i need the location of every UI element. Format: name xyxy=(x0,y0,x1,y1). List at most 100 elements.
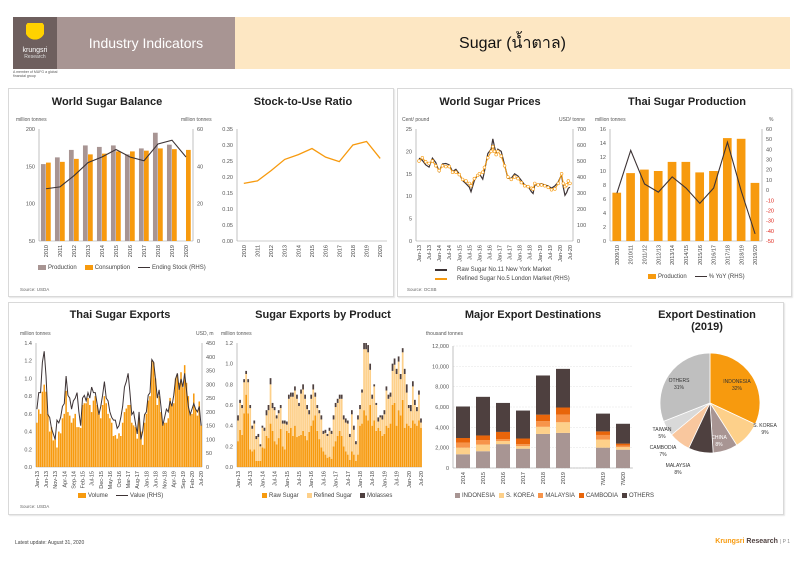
bar-raw-sugar xyxy=(355,460,357,467)
x-tick-label: Jan-18 xyxy=(518,245,524,262)
pie-label: MALAYSIA xyxy=(666,463,691,469)
bar-volume xyxy=(58,431,60,467)
bar-raw-sugar xyxy=(273,441,276,467)
bar-consumption xyxy=(46,162,51,241)
bar-refined-sugar xyxy=(249,408,252,450)
bar-molasses xyxy=(338,394,341,399)
bar-volume xyxy=(193,393,195,467)
bar-raw-sugar xyxy=(397,410,400,467)
bar-molasses xyxy=(328,427,331,431)
chart-stock: 0.00 0.05 0.10 0.15 0.20 0.25 0.30 0.35 2010 2011… xyxy=(222,127,387,257)
bar-volume xyxy=(45,391,47,467)
bar-volume xyxy=(176,374,179,467)
source-ocsb: Source: OCSB xyxy=(407,287,437,292)
chart-balance: 50 100 150 200 0 20 40 60 2010 2011 2012 2013 2014 20… xyxy=(26,127,203,257)
section-title: Industry Indicators xyxy=(57,17,235,69)
x-tick-label: Dec-15 xyxy=(99,471,105,489)
bar-raw-sugar xyxy=(346,454,349,467)
bar-volume xyxy=(183,365,186,467)
bar-raw-sugar xyxy=(316,430,319,467)
bar-molasses xyxy=(379,415,382,418)
y-tick-label: 8,000 xyxy=(435,385,449,391)
x-tick-label: Jan-15 xyxy=(457,245,463,262)
bar-raw-sugar xyxy=(375,430,378,467)
bar-volume xyxy=(43,384,45,467)
marker-refined-sugar xyxy=(440,164,445,168)
bar-volume xyxy=(198,401,201,467)
x-tick-label: Jul-17 xyxy=(508,245,514,260)
bar-production xyxy=(667,161,677,241)
bar-molasses xyxy=(267,405,270,411)
bar-raw-sugar xyxy=(326,457,329,467)
bar-refined-sugar xyxy=(330,433,333,459)
x-tick-label: Jan-13 xyxy=(35,471,41,488)
x-tick-label: Jan-18 xyxy=(144,471,150,488)
marker-refined-sugar xyxy=(531,187,535,191)
bar-molasses xyxy=(330,430,333,434)
bar-raw-sugar xyxy=(322,451,325,467)
bar-refined-sugar xyxy=(391,370,394,405)
bar-refined-sugar xyxy=(241,408,243,435)
x-tick-label: Feb-15 xyxy=(81,471,87,488)
marker-refined-sugar xyxy=(502,164,507,168)
bar-molasses xyxy=(316,405,319,409)
y2-tick-label: 100 xyxy=(577,223,586,229)
y-tick-label: 16 xyxy=(600,127,606,133)
legend-destinations: INDONESIA S. KOREA MALAYSIA CAMBODIA OTH… xyxy=(455,493,654,499)
bar-molasses xyxy=(365,343,367,350)
bar-volume xyxy=(174,378,177,467)
legend-item-cambodia: CAMBODIA xyxy=(578,493,618,499)
chart-by_product: 0.0 0.2 0.4 0.6 0.8 1.0 1.2 Jan-13 Jul-13 Jan-14 J… xyxy=(225,341,425,488)
bar-refined-sugar xyxy=(283,423,286,450)
bar-refined-sugar xyxy=(296,398,298,438)
y2-tick-label: 300 xyxy=(206,382,215,388)
marker-refined-sugar xyxy=(536,183,540,187)
bar-molasses xyxy=(393,358,396,365)
x-tick-label: 2011 xyxy=(255,245,261,257)
bar-raw-sugar xyxy=(308,431,311,467)
marker-refined-sugar xyxy=(546,185,550,190)
bar-refined-sugar xyxy=(383,414,386,434)
marker-refined-sugar xyxy=(460,177,465,182)
bar-volume xyxy=(94,396,97,467)
bar-volume xyxy=(178,382,180,467)
bar-molasses xyxy=(401,348,404,353)
bar-volume xyxy=(116,438,118,467)
bar-volume xyxy=(180,372,182,467)
y2-tick-label: 10 xyxy=(766,178,772,184)
bar-s-korea xyxy=(496,441,510,445)
x-tick-label: 2019/20 xyxy=(753,245,759,265)
bar-molasses xyxy=(269,378,272,385)
bar-raw-sugar xyxy=(320,447,323,467)
y2-tick-label: 20 xyxy=(766,168,772,174)
bar-refined-sugar xyxy=(348,437,351,460)
unit-left-exports: million tonnes xyxy=(20,331,51,337)
pie-label: S. KOREA xyxy=(753,423,777,429)
y-tick-label: 0.20 xyxy=(222,175,233,181)
bar-refined-sugar xyxy=(292,396,294,436)
bar-refined-sugar xyxy=(420,422,422,428)
bar-refined-sugar xyxy=(300,393,302,435)
footer-brand: Krungsri Research | P 1 xyxy=(715,538,790,545)
bar-refined-sugar xyxy=(340,398,343,436)
bar-volume xyxy=(162,424,164,467)
bar-consumption xyxy=(88,154,93,241)
x-tick-label: Apr-14 xyxy=(62,471,68,488)
x-tick-label: 2017 xyxy=(337,245,343,257)
bar-refined-sugar xyxy=(379,417,382,431)
y-tick-label: 0.2 xyxy=(24,447,32,453)
pie-label: CAMBODIA xyxy=(650,445,677,451)
bar-molasses xyxy=(273,407,276,411)
pie-value: 9% xyxy=(761,430,769,436)
y2-tick-label: -30 xyxy=(766,219,774,225)
bar-production xyxy=(110,145,116,241)
bar-raw-sugar xyxy=(399,415,402,467)
bar-refined-sugar xyxy=(336,402,339,436)
unit-right-thai-prod: % xyxy=(769,117,774,123)
x-tick-label: Jan-13 xyxy=(236,471,242,488)
bar-molasses xyxy=(375,402,378,405)
bar-refined-sugar xyxy=(316,408,319,431)
bar-molasses xyxy=(243,379,245,383)
bar-molasses xyxy=(292,392,294,397)
bar-raw-sugar xyxy=(336,436,339,467)
